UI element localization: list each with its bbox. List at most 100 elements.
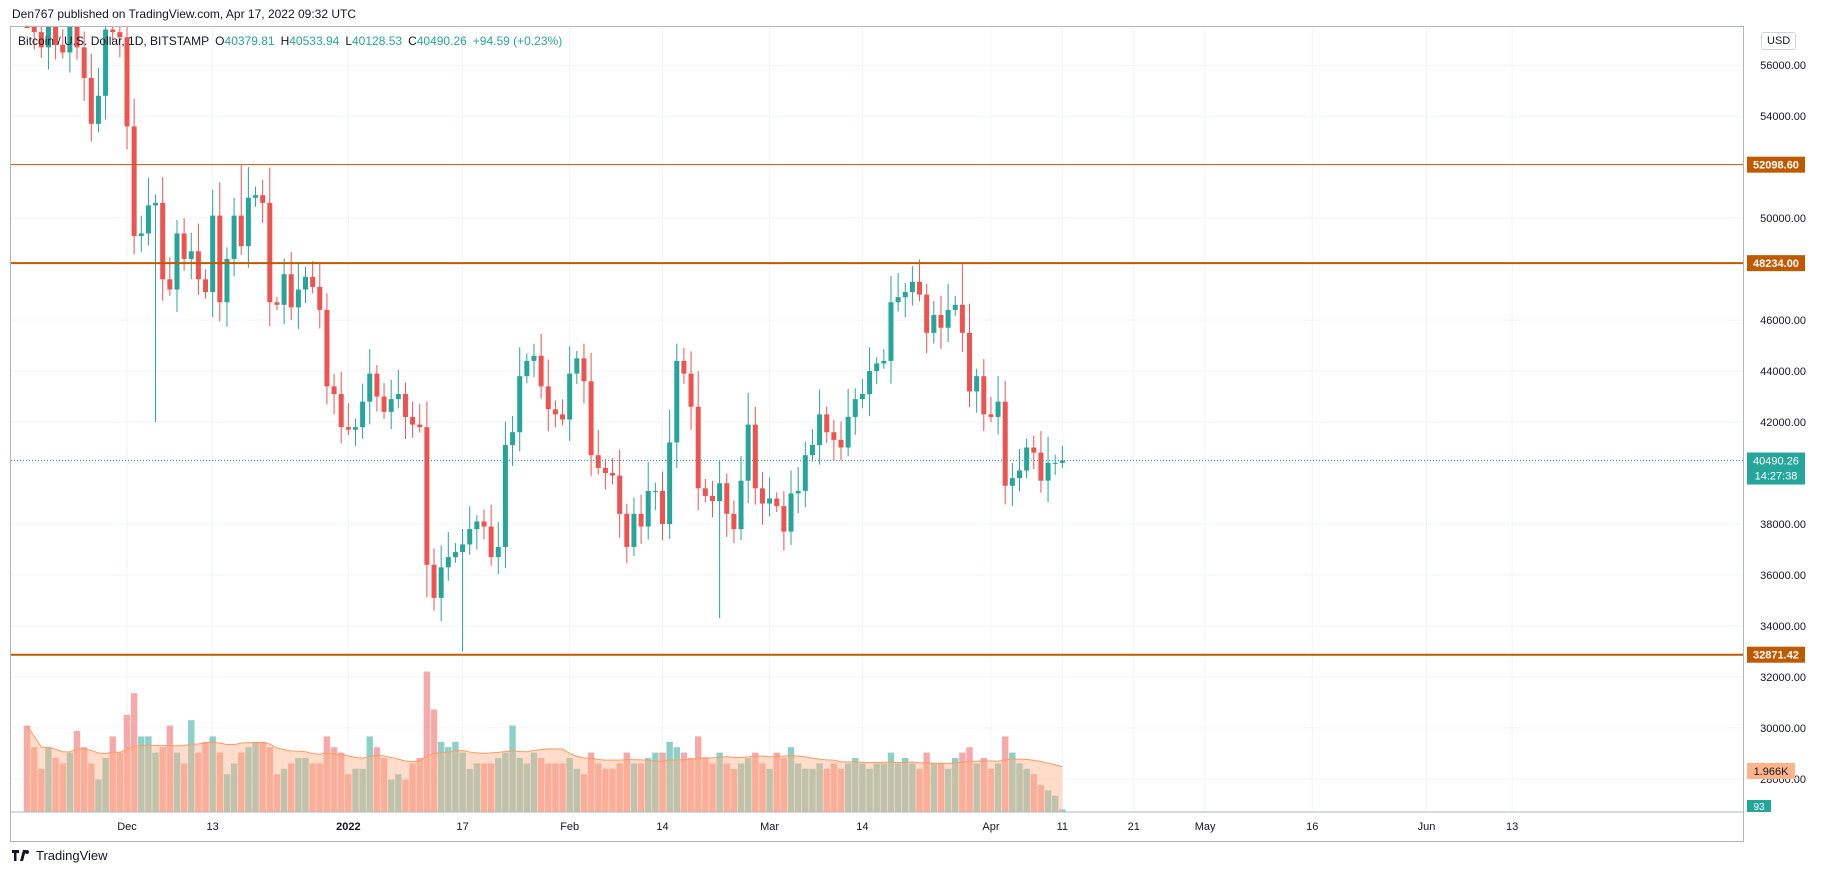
candle-body bbox=[338, 394, 344, 428]
y-tick-label: 36000.00 bbox=[1760, 570, 1806, 582]
open-label: O bbox=[215, 34, 225, 48]
symbol-title[interactable]: Bitcoin / U.S. Dollar, 1D, BITSTAMP bbox=[18, 34, 210, 48]
volume-bar bbox=[30, 747, 38, 812]
currency-button[interactable]: USD bbox=[1761, 32, 1797, 50]
x-tick-label: 11 bbox=[1057, 821, 1068, 833]
candle-body bbox=[445, 557, 451, 568]
volume-bar bbox=[866, 768, 873, 812]
y-tick-label: 54000.00 bbox=[1760, 111, 1806, 123]
candle-body bbox=[81, 47, 87, 78]
candle-body bbox=[552, 409, 558, 415]
candle-body bbox=[510, 432, 516, 445]
candle-body bbox=[581, 358, 587, 382]
level-label: 52098.60 bbox=[1753, 160, 1799, 172]
volume-bar bbox=[952, 758, 959, 812]
candle-body bbox=[781, 506, 787, 532]
candle-body bbox=[531, 355, 537, 361]
y-tick-label: 42000.00 bbox=[1760, 417, 1806, 429]
volume-bar bbox=[130, 693, 138, 812]
candle-body bbox=[303, 276, 308, 290]
candle-body bbox=[638, 513, 644, 527]
volume-bar bbox=[430, 709, 438, 812]
candle-body bbox=[1052, 462, 1058, 464]
candle-body bbox=[881, 360, 887, 364]
candle-body bbox=[688, 373, 694, 407]
volume-bar bbox=[580, 774, 588, 812]
open-value: 40379.81 bbox=[224, 34, 275, 48]
volume-bar bbox=[794, 763, 802, 812]
candle-body bbox=[474, 521, 480, 530]
candle-body bbox=[74, 27, 80, 48]
high-label: H bbox=[280, 34, 290, 48]
candle-body bbox=[502, 444, 508, 547]
volume-bar bbox=[616, 763, 623, 812]
candle-body bbox=[374, 373, 380, 397]
x-tick-label: 2022 bbox=[336, 821, 360, 833]
publisher-line: Den767 published on TradingView.com, Apr… bbox=[12, 7, 357, 21]
candle-body bbox=[410, 416, 416, 425]
candle-body bbox=[381, 396, 387, 412]
candle-body bbox=[959, 304, 965, 333]
volume-bar bbox=[873, 763, 880, 812]
low-label: L bbox=[345, 34, 352, 48]
volume-bar bbox=[759, 763, 766, 812]
volume-bar bbox=[487, 763, 495, 812]
volume-bar bbox=[1016, 763, 1023, 812]
volume-bar bbox=[209, 736, 216, 812]
y-tick-label: 30000.00 bbox=[1760, 723, 1806, 735]
low-value: 40128.53 bbox=[352, 34, 403, 48]
volume-bar bbox=[95, 779, 102, 812]
candle-body bbox=[145, 205, 151, 234]
volume-bar bbox=[323, 736, 331, 812]
candle-body bbox=[724, 483, 730, 514]
volume-bar bbox=[816, 763, 823, 812]
candle-body bbox=[538, 355, 544, 387]
candle-body bbox=[188, 251, 194, 259]
candle-body bbox=[995, 401, 1001, 417]
y-tick-label: 56000.00 bbox=[1760, 60, 1806, 72]
volume-bar bbox=[316, 763, 323, 812]
volume-bar bbox=[516, 758, 523, 812]
volume-bar bbox=[980, 758, 987, 812]
x-tick-label: Dec bbox=[117, 821, 137, 833]
volume-bar bbox=[1037, 785, 1045, 812]
candle-body bbox=[317, 286, 323, 310]
volume-bar bbox=[180, 763, 188, 812]
candle-body bbox=[617, 475, 623, 514]
candle-body bbox=[24, 27, 30, 28]
candle-body bbox=[138, 233, 144, 236]
candle-body bbox=[53, 27, 59, 45]
horizontal-levels: 52098.60 48234.00 32871.42 bbox=[11, 156, 1805, 663]
volume-bar bbox=[859, 763, 866, 812]
x-tick-label: Mar bbox=[760, 821, 779, 833]
candle-body bbox=[1038, 452, 1044, 481]
x-tick-label: 16 bbox=[1306, 821, 1318, 833]
candle-body bbox=[645, 490, 651, 527]
candle-body bbox=[1017, 470, 1022, 479]
volume-bar bbox=[502, 752, 509, 812]
volume-bar bbox=[673, 747, 680, 812]
volume-bar bbox=[330, 747, 338, 812]
footer-brand[interactable]: TradingView bbox=[12, 848, 108, 863]
candle-body bbox=[981, 376, 987, 415]
volume-bar bbox=[466, 768, 473, 812]
volume-ma-value: 1.966K bbox=[1754, 766, 1790, 778]
volume-bar bbox=[280, 768, 288, 812]
candle-body bbox=[752, 424, 758, 489]
volume-bar bbox=[1009, 752, 1016, 812]
candle-body bbox=[674, 360, 680, 443]
volume-bar bbox=[88, 763, 95, 812]
volume-bar bbox=[702, 758, 709, 812]
candle-body bbox=[595, 455, 601, 468]
y-tick-label: 34000.00 bbox=[1760, 621, 1806, 633]
candle-body bbox=[460, 544, 466, 553]
chart-frame[interactable] bbox=[10, 26, 1744, 842]
volume-bar bbox=[744, 758, 752, 812]
volume-bar bbox=[752, 752, 759, 812]
candle-body bbox=[203, 279, 209, 293]
volume-bar bbox=[173, 752, 181, 812]
candle-body bbox=[210, 215, 216, 293]
volume-bar bbox=[252, 741, 259, 812]
candle-body bbox=[809, 444, 815, 456]
